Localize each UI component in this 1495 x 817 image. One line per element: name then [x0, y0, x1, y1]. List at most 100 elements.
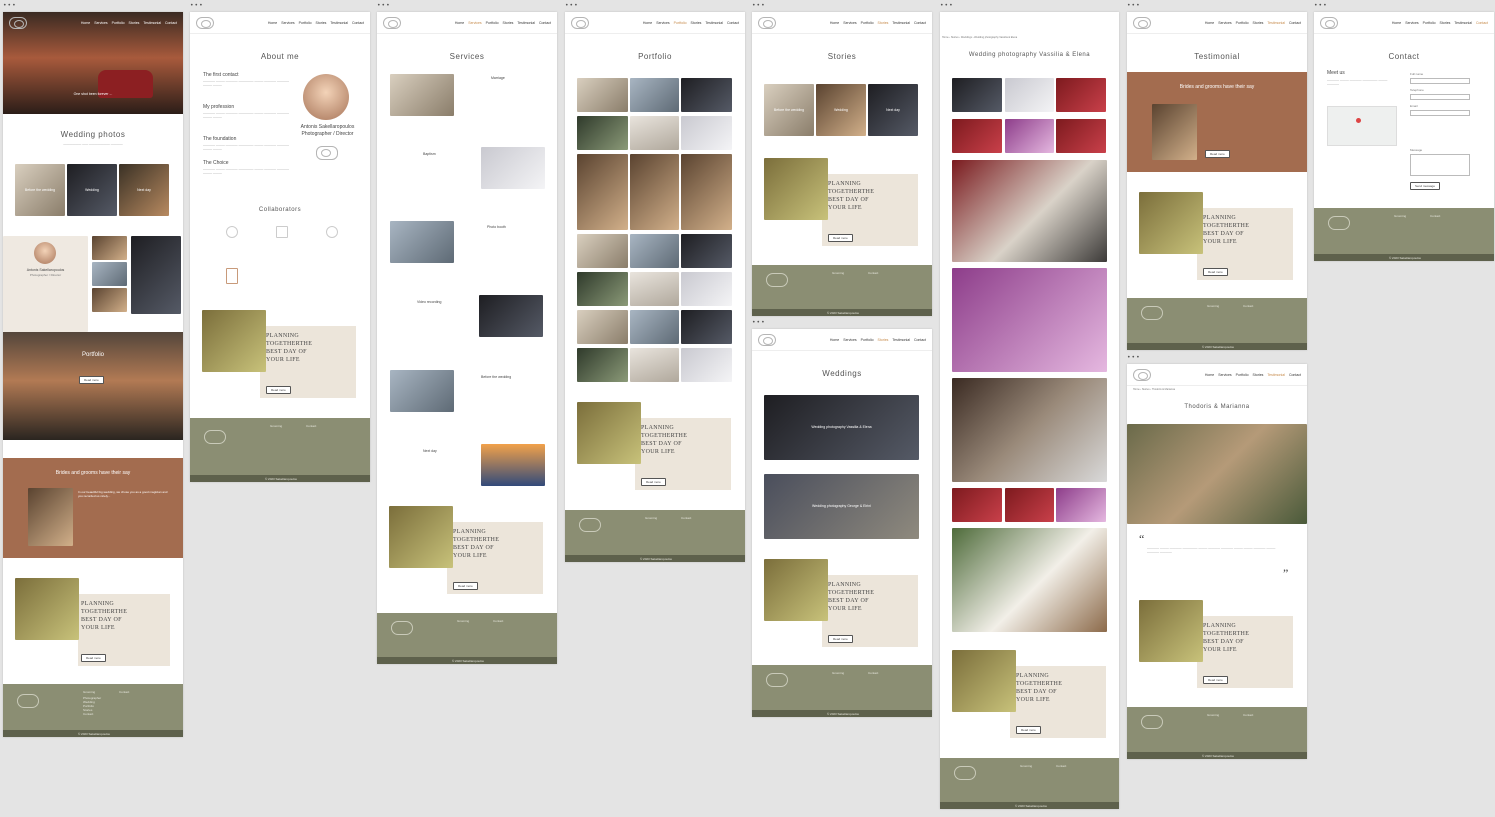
nav-portfolio[interactable]: Portfolio [860, 20, 874, 25]
telephone-field[interactable] [1410, 94, 1470, 100]
tile-next-day[interactable] [868, 84, 918, 136]
gallery-image[interactable] [681, 348, 732, 382]
nav-portfolio[interactable]: Portfolio [485, 20, 499, 25]
nav-contact[interactable]: Contact [913, 337, 926, 342]
nav-stories[interactable]: Stories [690, 20, 702, 25]
nav-testimonial[interactable]: Testimonial [705, 20, 723, 25]
logo-icon[interactable] [1133, 16, 1151, 29]
tile-before-wedding[interactable] [764, 84, 814, 136]
nav-testimonial[interactable]: Testimonial [1267, 372, 1285, 377]
nav-testimonial[interactable]: Testimonial [892, 337, 910, 342]
nav-portfolio[interactable]: Portfolio [1235, 372, 1249, 377]
nav-services[interactable]: Services [1218, 20, 1232, 25]
gallery-image[interactable] [630, 310, 679, 344]
wedding-card-2[interactable] [764, 474, 919, 539]
tile-before-wedding[interactable] [15, 164, 65, 216]
plan-read-more-button[interactable]: Read more [828, 234, 853, 242]
gallery-image[interactable] [681, 78, 732, 112]
gallery-image[interactable] [952, 268, 1107, 372]
footer-link-2[interactable]: Wedding [83, 700, 95, 704]
board-handle[interactable]: ••• [190, 2, 204, 9]
nav-portfolio[interactable]: Portfolio [1422, 20, 1436, 25]
board-handle[interactable]: ••• [565, 2, 579, 9]
gallery-image[interactable] [630, 348, 679, 382]
gallery-image[interactable] [952, 488, 1002, 522]
gallery-image[interactable] [681, 116, 732, 150]
nav-home[interactable]: Home [454, 20, 465, 25]
gallery-image[interactable] [1005, 78, 1054, 112]
nav-contact[interactable]: Contact [1288, 372, 1301, 377]
nav-home[interactable]: Home [642, 20, 653, 25]
nav-home[interactable]: Home [1204, 20, 1215, 25]
nav-services[interactable]: Services [1405, 20, 1419, 25]
gallery-image[interactable] [681, 310, 732, 344]
plan-read-more-button[interactable]: Read more [453, 582, 478, 590]
nav-contact[interactable]: Contact [1475, 20, 1488, 25]
board-handle[interactable]: ••• [1127, 354, 1141, 361]
nav-stories[interactable]: Stories [1252, 20, 1264, 25]
logo-icon[interactable] [9, 17, 27, 29]
gallery-image[interactable] [681, 234, 732, 268]
nav-contact[interactable]: Contact [913, 20, 926, 25]
gallery-image[interactable] [952, 160, 1107, 262]
nav-home[interactable]: Home [829, 337, 840, 342]
gallery-image[interactable] [681, 272, 732, 306]
gallery-image[interactable] [630, 272, 679, 306]
logo-icon[interactable] [758, 333, 776, 346]
nav-testimonial[interactable]: Testimonial [330, 20, 348, 25]
nav-testimonial[interactable]: Testimonial [1267, 20, 1285, 25]
logo-icon[interactable] [571, 16, 589, 29]
logo-icon[interactable] [758, 16, 776, 29]
gallery-image[interactable] [1056, 119, 1106, 153]
send-message-button[interactable]: Send message [1410, 182, 1441, 190]
nav-testimonial[interactable]: Testimonial [1454, 20, 1472, 25]
plan-read-more-button[interactable]: Read more [641, 478, 666, 486]
nav-testimonial[interactable]: Testimonial [143, 21, 161, 25]
footer-link-5[interactable]: Contact [83, 712, 94, 716]
footer-link-1[interactable]: Photographer [83, 696, 102, 700]
footer-link-4[interactable]: Stories [83, 708, 93, 712]
nav-services[interactable]: Services [281, 20, 295, 25]
gallery-image[interactable] [952, 528, 1107, 632]
logo-icon[interactable] [383, 16, 401, 29]
gallery-image[interactable] [630, 154, 679, 230]
nav-portfolio[interactable]: Portfolio [673, 20, 687, 25]
plan-read-more-button[interactable]: Read more [266, 386, 291, 394]
board-handle[interactable]: ••• [1127, 2, 1141, 9]
footer-link-3[interactable]: Portfolio [83, 704, 95, 708]
wedding-card-1[interactable] [764, 395, 919, 460]
nav-contact[interactable]: Contact [538, 20, 551, 25]
gallery-image[interactable] [630, 116, 679, 150]
nav-services[interactable]: Services [843, 20, 857, 25]
gallery-image[interactable] [577, 154, 628, 230]
gallery-image[interactable] [630, 234, 679, 268]
gallery-image[interactable] [681, 154, 732, 230]
nav-contact[interactable]: Contact [164, 21, 177, 25]
nav-testimonial[interactable]: Testimonial [892, 20, 910, 25]
board-handle[interactable]: ••• [1314, 2, 1328, 9]
logo-icon[interactable] [1133, 368, 1151, 381]
breadcrumb[interactable]: Home › Stories › Thodoris & Marianna [1133, 388, 1176, 391]
nav-testimonial[interactable]: Testimonial [517, 20, 535, 25]
testimonial-read-more-button[interactable]: Read more [1205, 150, 1230, 158]
nav-home[interactable]: Home [829, 20, 840, 25]
nav-home[interactable]: Home [1391, 20, 1402, 25]
nav-home[interactable]: Home [80, 21, 91, 25]
plan-read-more-button[interactable]: Read more [1016, 726, 1041, 734]
board-handle[interactable]: ••• [377, 2, 391, 9]
nav-contact[interactable]: Contact [726, 20, 739, 25]
gallery-image[interactable] [1005, 119, 1054, 153]
nav-contact[interactable]: Contact [1288, 20, 1301, 25]
nav-stories[interactable]: Stories [502, 20, 514, 25]
nav-services[interactable]: Services [94, 21, 108, 25]
board-handle[interactable]: ••• [752, 2, 766, 9]
gallery-image[interactable] [952, 78, 1002, 112]
nav-stories[interactable]: Stories [1439, 20, 1451, 25]
plan-read-more-button[interactable]: Read more [81, 654, 106, 662]
gallery-image[interactable] [952, 378, 1107, 482]
portfolio-read-more-button[interactable]: Read more [79, 376, 104, 384]
nav-contact[interactable]: Contact [351, 20, 364, 25]
tile-wedding[interactable] [816, 84, 866, 136]
logo-icon[interactable] [1320, 16, 1338, 29]
gallery-image[interactable] [577, 310, 628, 344]
